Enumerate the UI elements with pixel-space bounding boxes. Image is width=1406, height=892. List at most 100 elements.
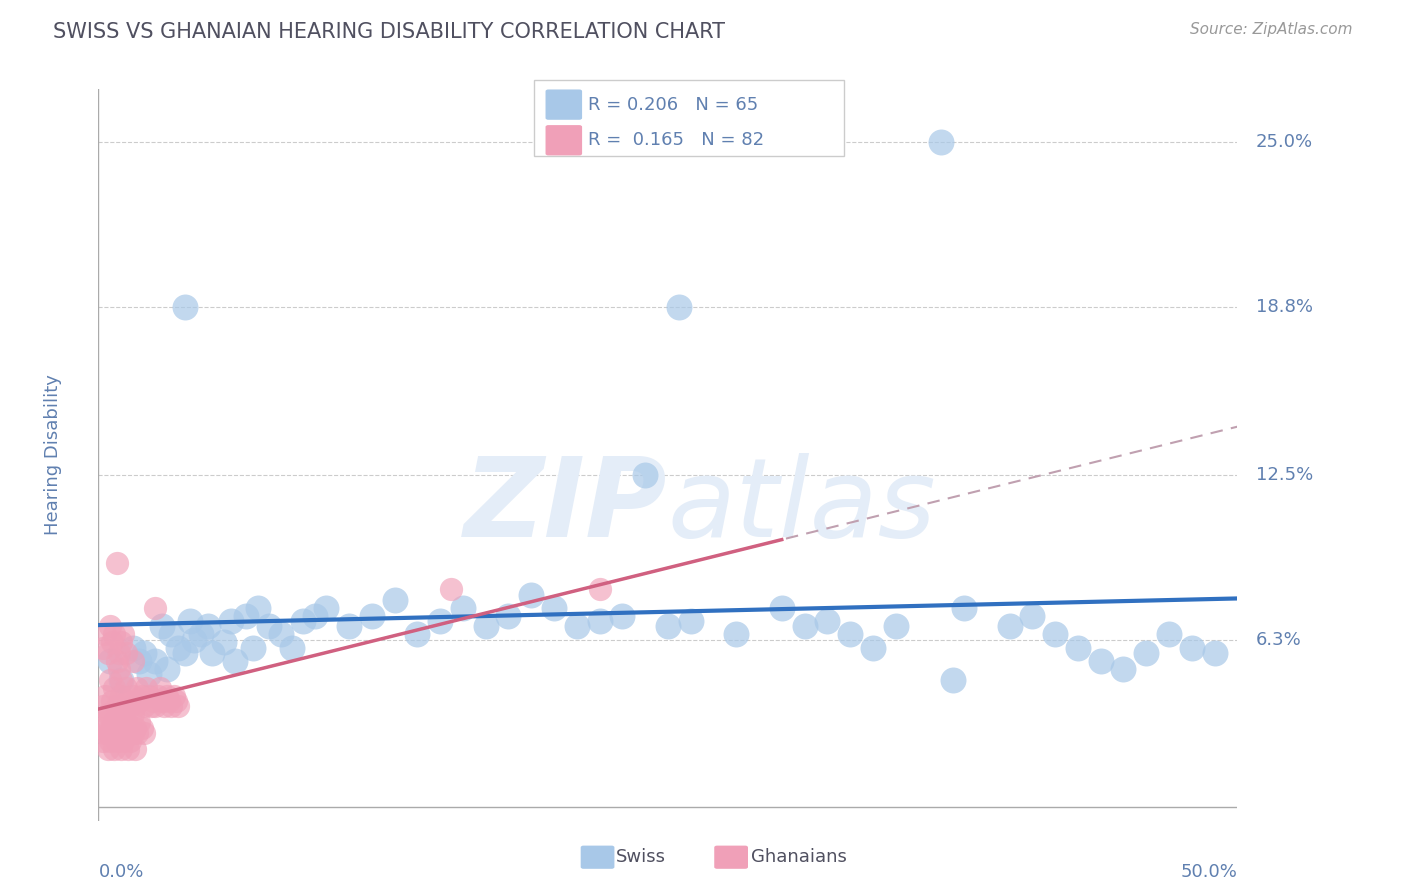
Point [1090,654,1112,668]
Point [131,721,153,735]
Point [429,614,451,628]
Point [998,619,1021,633]
Point [98,619,121,633]
Point [588,582,610,597]
Text: R = 0.206   N = 65: R = 0.206 N = 65 [588,95,758,113]
Point [174,301,197,315]
Point [128,694,150,708]
Point [121,654,143,668]
Point [112,707,135,722]
Point [406,627,429,641]
Point [224,654,246,668]
Point [110,635,132,649]
Point [91,640,114,655]
Point [114,681,136,695]
Point [146,689,169,703]
Point [117,741,139,756]
Point [197,619,219,633]
Point [565,619,588,633]
Text: atlas: atlas [668,452,936,559]
Point [815,614,838,628]
Point [498,608,520,623]
Point [634,467,657,482]
Point [157,694,180,708]
Text: Swiss: Swiss [616,848,666,866]
Point [94,726,117,740]
Point [160,627,183,641]
Point [96,741,118,756]
Point [839,627,862,641]
Point [132,699,155,714]
Text: Hearing Disability: Hearing Disability [44,375,62,535]
Point [91,734,114,748]
Point [165,694,187,708]
Point [91,721,114,735]
Point [112,726,135,740]
Point [1157,627,1180,641]
Point [103,715,125,730]
Point [142,694,165,708]
Text: 0.0%: 0.0% [98,863,143,881]
Point [929,136,952,150]
Point [124,721,146,735]
Point [145,699,167,714]
Point [201,646,224,660]
Point [440,582,463,597]
Point [679,614,702,628]
Point [101,726,124,740]
Point [112,734,135,748]
Point [124,741,146,756]
Point [138,689,160,703]
Point [139,699,162,714]
Point [96,726,118,740]
Point [114,715,136,730]
Point [108,662,131,676]
Text: R =  0.165   N = 82: R = 0.165 N = 82 [588,131,763,149]
Point [657,619,679,633]
Text: Ghanaians: Ghanaians [751,848,846,866]
Point [108,726,131,740]
Point [174,646,197,660]
Point [91,699,114,714]
Text: 12.5%: 12.5% [1256,466,1313,483]
Point [612,608,634,623]
Point [543,600,565,615]
Point [162,689,184,703]
Point [281,640,304,655]
Point [120,699,142,714]
Point [149,681,172,695]
Point [156,689,179,703]
Point [167,640,190,655]
Point [127,726,149,740]
Point [725,627,748,641]
Point [135,681,157,695]
Point [128,654,150,668]
Point [1135,646,1157,660]
Point [384,593,406,607]
Point [96,646,118,660]
Point [114,726,136,740]
Point [179,614,201,628]
Point [1067,640,1090,655]
Point [219,614,242,628]
Point [360,608,382,623]
Point [1112,662,1135,676]
Point [153,699,176,714]
Point [121,707,143,722]
Point [105,734,128,748]
Point [132,646,155,660]
Point [1021,608,1043,623]
Point [105,726,128,740]
Point [942,673,965,687]
Point [94,689,117,703]
Text: Source: ZipAtlas.com: Source: ZipAtlas.com [1189,22,1353,37]
Point [110,721,132,735]
Point [94,627,117,641]
Point [132,726,155,740]
Point [114,646,136,660]
Point [94,715,117,730]
Point [145,654,167,668]
Point [98,707,121,722]
Point [101,694,124,708]
Point [128,715,150,730]
